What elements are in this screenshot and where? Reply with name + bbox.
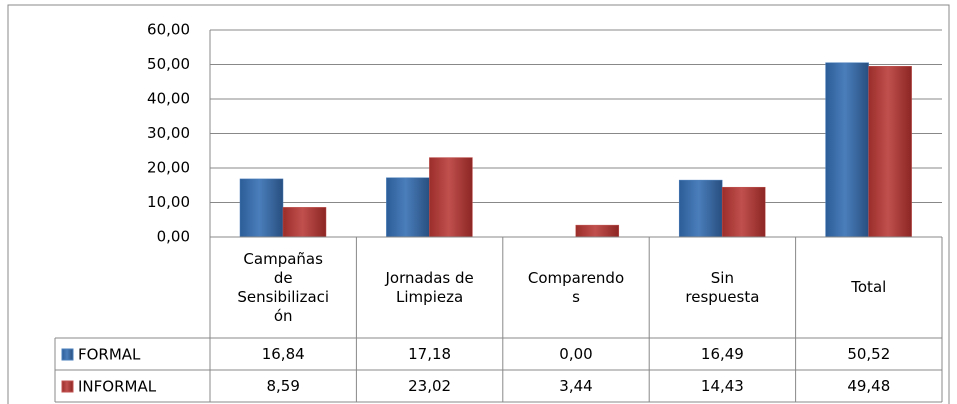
- y-tick-label: 10,00: [147, 193, 190, 211]
- table-value: 16,84: [261, 344, 305, 363]
- table-value: 14,43: [700, 376, 744, 395]
- bar: [429, 157, 473, 238]
- bar: [868, 66, 912, 238]
- bar: [386, 177, 430, 238]
- category-label: Comparendos: [527, 268, 625, 306]
- table-value: 17,18: [408, 344, 452, 363]
- category-label: Campañas de Sensibilización: [237, 249, 330, 325]
- bar: [678, 179, 723, 238]
- y-tick-label: 30,00: [147, 124, 190, 142]
- legend-label: INFORMAL: [78, 378, 157, 396]
- table-value: 16,49: [700, 344, 744, 363]
- category-label: Total: [851, 278, 887, 296]
- table-value: 3,44: [559, 376, 593, 395]
- bar: [575, 224, 620, 238]
- bar: [825, 62, 869, 238]
- table-value: 49,48: [847, 376, 891, 395]
- y-tick-label: 20,00: [147, 159, 190, 177]
- legend-swatch: [61, 348, 74, 361]
- category-label: Sin respuesta: [685, 268, 760, 306]
- table-value: 8,59: [266, 376, 300, 395]
- table-value: 50,52: [847, 344, 891, 363]
- bar: [282, 207, 327, 238]
- legend-label: FORMAL: [78, 346, 141, 364]
- bar: [721, 186, 766, 238]
- legend-swatch: [61, 380, 74, 393]
- bar: [239, 178, 284, 238]
- y-tick-label: 50,00: [147, 55, 190, 73]
- category-label: Jornadas de Limpieza: [385, 268, 474, 306]
- table-value: 0,00: [559, 344, 593, 363]
- table-value: 23,02: [408, 376, 452, 395]
- y-tick-label: 60,00: [147, 21, 190, 39]
- y-tick-label: 40,00: [147, 90, 190, 108]
- chart-border: [7, 4, 950, 404]
- y-tick-label: 0,00: [157, 228, 190, 246]
